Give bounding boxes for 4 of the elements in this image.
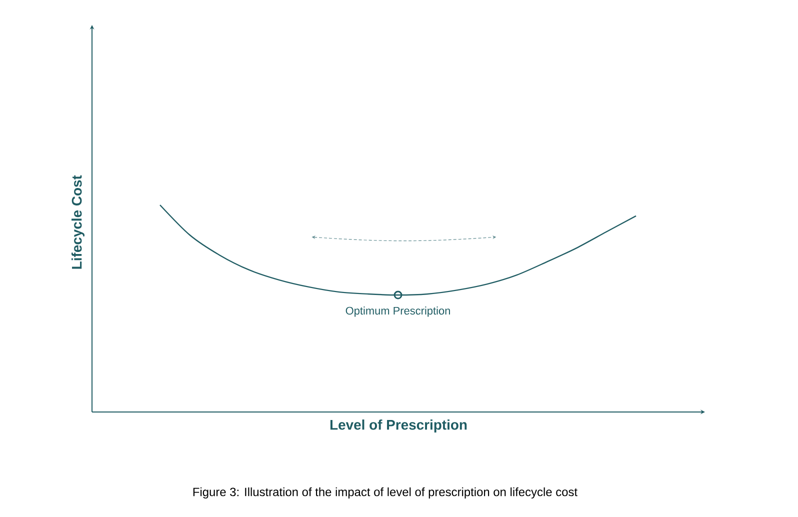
caption: Figure 3: Illustration of the impact of level of prescription on lifecycle cost [193,487,578,499]
x-axis-title: Level of Prescription [330,420,467,432]
annotation: Optimum Prescription [346,306,450,317]
y-axis-title: Lifecycle Cost [71,175,84,269]
